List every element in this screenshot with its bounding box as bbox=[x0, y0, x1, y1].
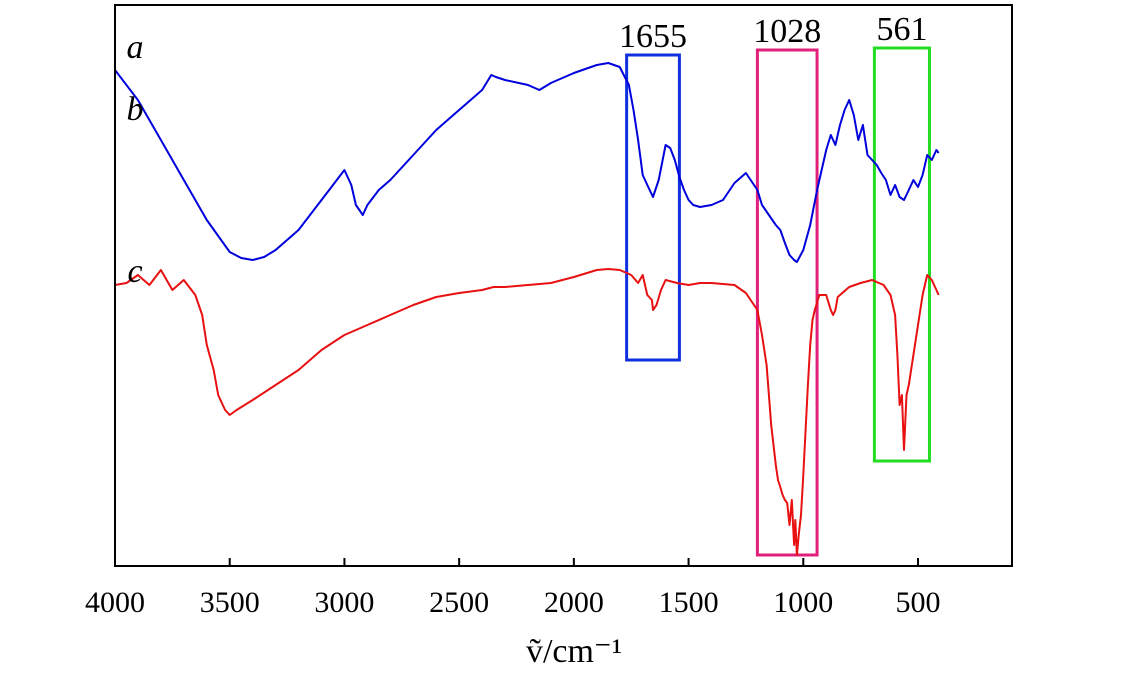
band-label-561: 561 bbox=[876, 11, 927, 48]
series-line-b bbox=[114, 62, 940, 263]
band-label-1028: 1028 bbox=[753, 13, 821, 50]
x-tick-label-2000: 2000 bbox=[544, 586, 604, 619]
band-box-561 bbox=[872, 46, 931, 463]
series-line-c bbox=[114, 268, 940, 556]
x-tick-label-500: 500 bbox=[896, 586, 941, 619]
x-tick-label-4000: 4000 bbox=[85, 586, 145, 619]
band-box-1028 bbox=[755, 48, 819, 557]
x-axis-tick-labels: 4000 3500 3000 2500 2000 1500 1000 500 bbox=[85, 586, 941, 619]
x-tick-label-1000: 1000 bbox=[773, 586, 833, 619]
series-letters: ab c bbox=[127, 29, 144, 290]
band-labels: 1655 1028 561 bbox=[619, 11, 927, 55]
band-box-1655 bbox=[625, 53, 681, 362]
x-tick-label-3500: 3500 bbox=[200, 586, 260, 619]
x-tick-label-3000: 3000 bbox=[314, 586, 374, 619]
series-letter-a: a bbox=[127, 29, 144, 66]
x-tick-label-1500: 1500 bbox=[659, 586, 719, 619]
x-axis-title: ṽ/cm⁻¹ bbox=[526, 633, 622, 670]
band-label-1655: 1655 bbox=[619, 18, 687, 55]
series-lines bbox=[114, 62, 940, 556]
series-letter-c: c bbox=[127, 253, 142, 290]
x-tick-label-2500: 2500 bbox=[429, 586, 489, 619]
series-letter-b: b bbox=[127, 91, 144, 128]
x-axis-ticks bbox=[114, 558, 919, 566]
plot-frame bbox=[114, 4, 1013, 567]
